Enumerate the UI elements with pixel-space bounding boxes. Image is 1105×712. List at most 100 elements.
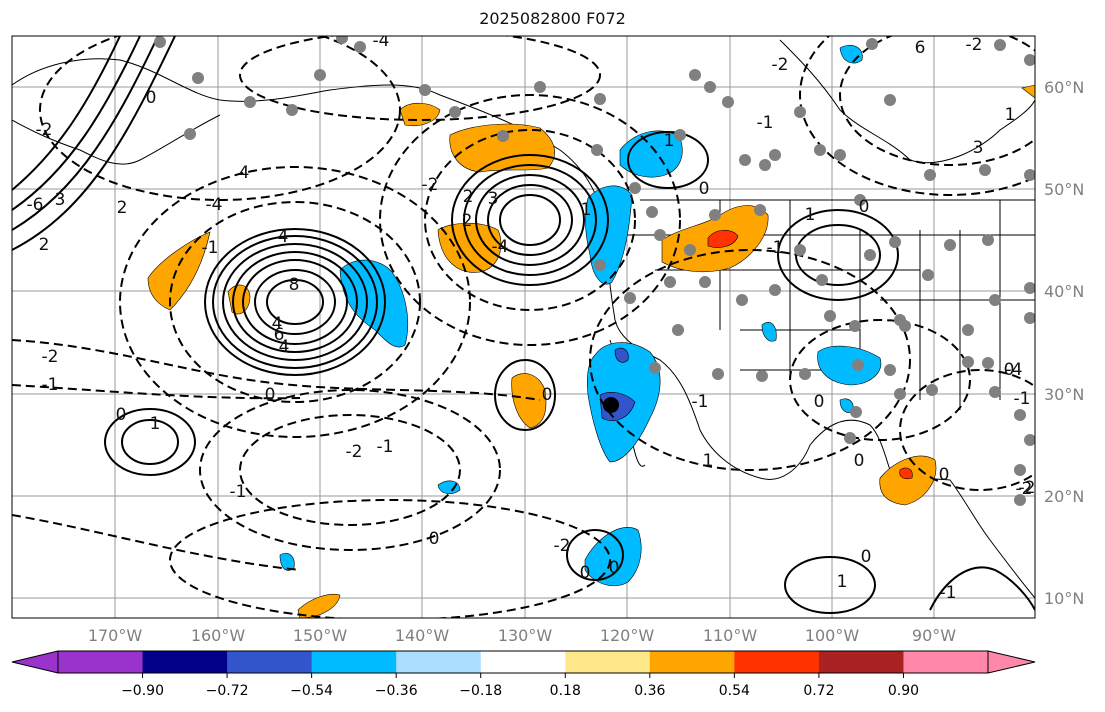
contour-label: 0 <box>542 385 553 405</box>
contour-label: 3 <box>973 138 984 158</box>
contour-label: -1 <box>767 238 784 258</box>
contour-label: -1 <box>757 113 774 133</box>
contour-label: 2 <box>463 187 474 207</box>
contour-label: 4 <box>279 337 290 357</box>
contour-label: 0 <box>1004 360 1015 380</box>
colorbar-segment <box>58 651 144 673</box>
longitude-label: 170°W <box>87 626 143 645</box>
contour-label: -2 <box>422 175 439 195</box>
contour-label: -4 <box>373 31 390 51</box>
longitude-label: 160°W <box>190 626 246 645</box>
colorbar-segment <box>818 651 904 673</box>
colorbar-segment <box>565 651 651 673</box>
contour-label: -2 <box>1016 479 1033 499</box>
longitude-label: 150°W <box>292 626 348 645</box>
longitude-label: 100°W <box>804 626 860 645</box>
contour-label: -2 <box>772 55 789 75</box>
contour-label: 0 <box>116 405 127 425</box>
colorbar-segment <box>311 651 397 673</box>
contour-label: 2 <box>39 235 50 255</box>
map-frame <box>11 35 1036 619</box>
contour-label: 1 <box>150 414 161 434</box>
map-background <box>12 36 1035 618</box>
contour-label: 3 <box>488 189 499 209</box>
colorbar-tick-label: 0.36 <box>634 683 666 699</box>
contour-label: -2 <box>966 35 983 55</box>
contour-label: 0 <box>861 547 872 567</box>
contour-label: 8 <box>289 275 300 295</box>
contour-label: 6 <box>274 325 285 345</box>
colorbar-tick-label: −0.72 <box>205 683 249 699</box>
latitude-label: 10°N <box>1044 589 1085 608</box>
longitude-label: 90°W <box>911 626 957 645</box>
contour-label: -1 <box>692 392 709 412</box>
station-dots <box>154 36 1035 506</box>
latitude-label: 60°N <box>1044 78 1085 97</box>
contour-label: 6 <box>915 38 926 58</box>
contour-label: 0 <box>429 529 440 549</box>
colorbar-segment <box>480 651 566 673</box>
colorbar-tick-label: 0.18 <box>549 683 581 699</box>
contour-label: 4 <box>278 227 289 247</box>
colorbar-segment <box>396 651 482 673</box>
contour-label: -1 <box>1014 389 1031 409</box>
contour-label: 1 <box>1005 105 1016 125</box>
contour-label: -4 <box>206 195 223 215</box>
colorbar-tick-label: −0.18 <box>459 683 503 699</box>
longitude-label: 120°W <box>599 626 655 645</box>
colorbar-segment <box>649 651 735 673</box>
contour-label: 2 <box>462 211 473 231</box>
latitude-label: 20°N <box>1044 487 1085 506</box>
contour-label: 0 <box>699 179 710 199</box>
contour-label: -2 <box>346 442 363 462</box>
latitude-label: 50°N <box>1044 180 1085 199</box>
colorbar-tick-label: 0.72 <box>803 683 835 699</box>
contour-label: 4 <box>272 314 283 334</box>
contour-label: 1 <box>703 451 714 471</box>
contour-lines <box>12 36 1035 614</box>
contour-label: -1 <box>940 583 957 603</box>
longitude-label: 140°W <box>394 626 450 645</box>
colorbar-tick-label: −0.54 <box>290 683 334 699</box>
contour-label: -2 <box>36 120 53 140</box>
contour-label: -2 <box>554 536 571 556</box>
contour-label: 1 <box>581 200 592 220</box>
colorbar-extend-high <box>987 650 1036 674</box>
contour-label: -1 <box>377 437 394 457</box>
colorbar-segment <box>227 651 313 673</box>
contour-label: -1 <box>202 238 219 258</box>
colorbar-tick-label: 0.54 <box>718 683 750 699</box>
contour-label: 0 <box>609 558 620 578</box>
contour-label: -2 <box>42 347 59 367</box>
latitude-label: 40°N <box>1044 282 1085 301</box>
contour-label: 0 <box>580 563 591 583</box>
contour-label: -4 <box>492 237 509 257</box>
colorbar-tick-label: 0.90 <box>887 683 920 699</box>
contour-label: 0 <box>265 385 276 405</box>
contour-label: -4 <box>1006 360 1023 380</box>
contour-label: 0 <box>854 451 865 471</box>
map-title: 2025082800 F072 <box>479 9 626 28</box>
colorbar-extend-low <box>11 650 59 674</box>
contour-label: 2 <box>117 198 128 218</box>
colorbar-tick-label: −0.36 <box>374 683 418 699</box>
colorbar-tick-label: −0.90 <box>121 683 164 699</box>
contour-label: -6 <box>27 195 44 215</box>
contour-label: 1 <box>805 205 816 225</box>
longitude-label: 110°W <box>702 626 758 645</box>
contour-lines-negative <box>12 36 1035 618</box>
contour-label: 4 <box>239 163 250 183</box>
contour-label: 1 <box>837 572 848 592</box>
contour-label: 3 <box>55 190 66 210</box>
latitude-label: 30°N <box>1044 385 1085 404</box>
contour-label: 0 <box>859 197 870 217</box>
colorbar-segment <box>903 651 989 673</box>
contour-label: 0 <box>146 88 157 108</box>
contour-label: -2 <box>1019 478 1036 498</box>
contour-label: 0 <box>814 392 825 412</box>
colorbar-segment <box>734 651 820 673</box>
colorbar-segment <box>142 651 228 673</box>
storm-center-marker <box>603 397 619 413</box>
